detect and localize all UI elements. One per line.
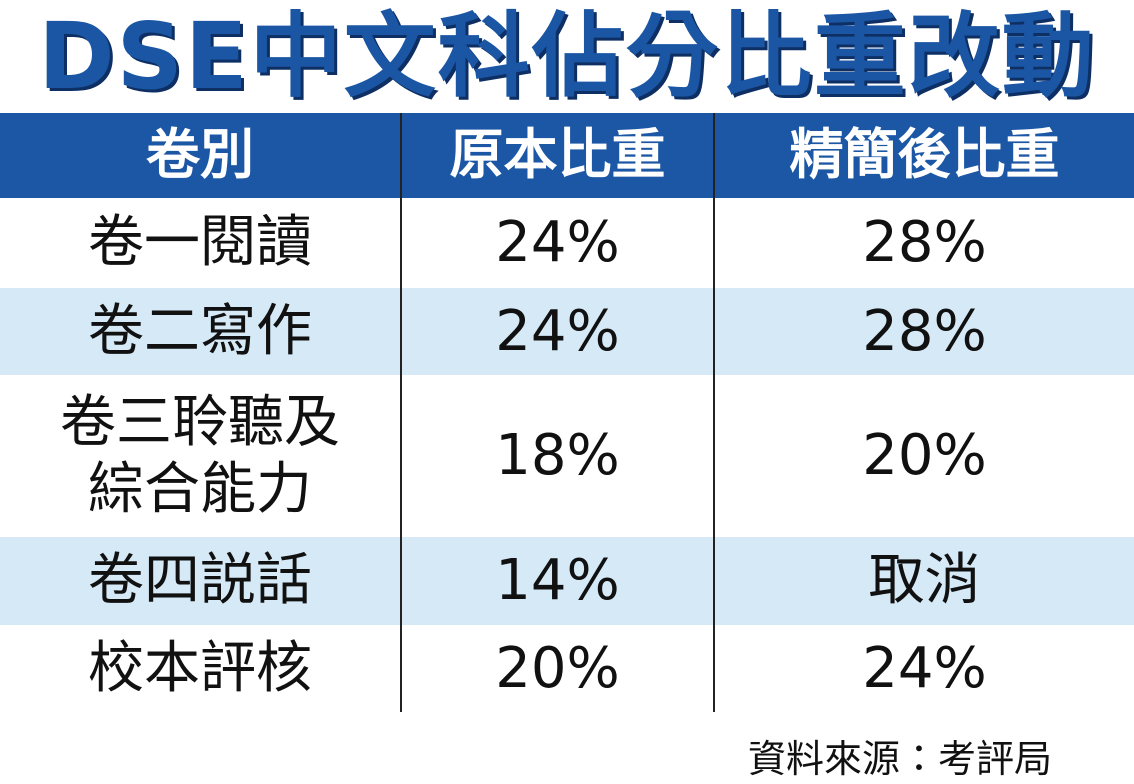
column-header: 卷別: [146, 123, 254, 187]
paper-name: 綜合能力: [88, 457, 312, 522]
source-note: 資料來源：考評局: [747, 737, 1052, 781]
original-weight: 24%: [400, 198, 713, 288]
paper-cell: 卷四説話: [0, 537, 400, 625]
paper-cell: 校本評核: [0, 625, 400, 712]
paper-cell: 卷二寫作: [0, 288, 400, 375]
table-row: 卷一閱讀 24% 28%: [0, 198, 1134, 288]
paper-cell: 卷一閱讀: [0, 198, 400, 288]
new-weight: 20%: [713, 375, 1134, 537]
new-weight: 28%: [713, 288, 1134, 375]
table: 卷別 原本比重 精簡後比重 卷一閱讀 24% 28% 卷二寫作 24% 28% 卷三聆聽及 綜合能力…: [0, 113, 1134, 712]
paper-name: 卷一閱讀: [88, 210, 312, 276]
original-weight: 24%: [400, 288, 713, 375]
table-row: 卷四説話 14% 取消: [0, 537, 1134, 625]
original-weight: 14%: [400, 537, 713, 625]
original-weight: 20%: [400, 625, 713, 712]
paper-name: 卷二寫作: [88, 298, 312, 364]
paper-name: 校本評核: [88, 635, 312, 701]
header-row: 卷別 原本比重 精簡後比重: [0, 113, 1134, 198]
column-header: 原本比重: [400, 113, 713, 198]
table-row: 校本評核 20% 24%: [0, 625, 1134, 712]
paper-name: 卷三聆聽及: [60, 389, 340, 455]
new-weight: 取消: [713, 537, 1134, 625]
title: DSE中文科佔分比重改動: [38, 3, 1096, 110]
table-row: 卷三聆聽及 綜合能力 18% 20%: [0, 375, 1134, 537]
column-header: 精簡後比重: [713, 113, 1134, 198]
new-weight: 28%: [713, 198, 1134, 288]
paper-name: 卷四説話: [88, 548, 312, 614]
table-row: 卷二寫作 24% 28%: [0, 288, 1134, 375]
original-weight: 18%: [400, 375, 713, 537]
new-weight: 24%: [713, 625, 1134, 712]
paper-cell: 卷三聆聽及 綜合能力: [0, 375, 400, 537]
